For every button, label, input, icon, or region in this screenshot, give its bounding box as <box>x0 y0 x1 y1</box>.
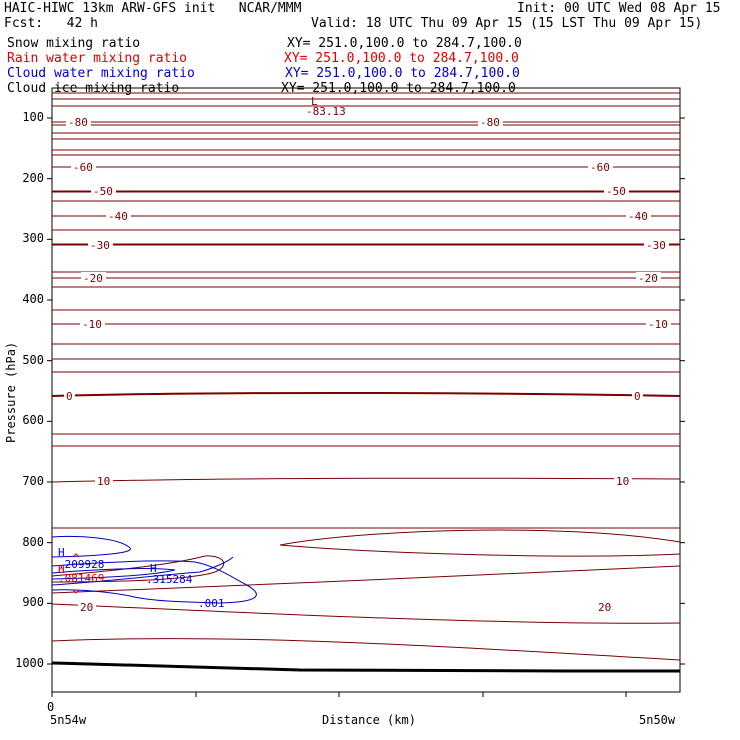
label-mask <box>78 601 96 612</box>
low-marker: L <box>311 95 318 108</box>
isotherm-label-left: -80 <box>68 116 88 129</box>
isotherm-label-right: -20 <box>638 272 658 285</box>
y-tick-label: 800 <box>22 534 44 549</box>
label-mask <box>604 185 629 196</box>
label-mask <box>632 390 643 401</box>
label-mask <box>64 390 75 401</box>
isotherm-labeled <box>51 603 681 624</box>
field-rain-xy: XY= 251.0,100.0 to 284.7,100.0 <box>284 51 519 66</box>
surface-pressure-line <box>51 661 681 673</box>
isotherm-label-left: -40 <box>108 210 128 223</box>
isotherm-label-left: 20 <box>80 601 93 614</box>
isotherm-label-right: -60 <box>590 161 610 174</box>
model-title: HAIC-HIWC 13km ARW-GFS init NCAR/MMM <box>4 1 302 16</box>
label-mask <box>95 475 113 486</box>
label-mask <box>91 185 116 196</box>
label-mask <box>81 272 106 283</box>
forecast-hour: Fcst: 42 h <box>4 16 98 31</box>
label-mask <box>80 318 105 329</box>
isotherm-label-left: -30 <box>90 239 110 252</box>
isotherm-line <box>51 638 681 661</box>
isotherm-label-left: -10 <box>82 318 102 331</box>
cloud-water-contour <box>51 568 176 580</box>
isotherm-label-right: -50 <box>606 185 626 198</box>
cloud-water-contour <box>51 556 234 586</box>
field-rain-name: Rain water mixing ratio <box>7 51 188 66</box>
label-mask <box>596 601 614 612</box>
cloud-water-high-marker-2: H <box>150 562 157 575</box>
y-tick-label: 1000 <box>15 656 44 670</box>
isotherm-label-right: -30 <box>646 239 666 252</box>
field-snow-xy: XY= 251.0,100.0 to 284.7,100.0 <box>287 36 522 51</box>
isotherm-label-right: 0 <box>634 390 641 403</box>
isotherm-label-left: -20 <box>83 272 103 285</box>
y-tick-label: 400 <box>22 292 44 306</box>
field-snow-name: Snow mixing ratio <box>7 36 141 51</box>
isotherm-labeled <box>51 392 681 397</box>
cloud-water-contour <box>51 560 257 604</box>
isotherm-label-left: -50 <box>93 185 113 198</box>
y-tick-label: 200 <box>22 170 44 185</box>
field-cloudwater-name: Cloud water mixing ratio <box>7 66 195 81</box>
isotherm-label-left: -60 <box>73 161 93 174</box>
x-right-location-label: 5n50w <box>639 713 676 727</box>
init-time: Init: 00 UTC Wed 08 Apr 15 <box>517 1 721 16</box>
isotherm-label-right: 20 <box>598 601 611 614</box>
y-tick-label: 300 <box>22 231 44 246</box>
x-axis-label: Distance (km) <box>322 713 416 727</box>
isotherm-line <box>51 565 681 594</box>
isotherm-labeled <box>51 477 681 483</box>
cloud-water-high-value: .209928 <box>58 558 104 571</box>
label-mask <box>66 116 91 127</box>
label-mask <box>636 272 661 283</box>
label-mask <box>646 318 671 329</box>
plot-frame <box>51 87 681 693</box>
y-tick-label: 500 <box>22 352 44 367</box>
field-cloudwater-xy: XY= 251.0,100.0 to 284.7,100.0 <box>285 66 520 81</box>
y-tick-label: 600 <box>22 413 44 428</box>
cloud-water-high-marker: H <box>58 546 65 559</box>
label-mask <box>626 210 651 221</box>
rain-high-value: .081469 <box>58 572 104 585</box>
label-mask <box>478 116 503 127</box>
x-left-location-label: 5n54w <box>50 713 87 727</box>
isotherm-label-left: 10 <box>97 475 110 488</box>
isotherm-label-right: -10 <box>648 318 668 331</box>
isotherm-line <box>279 529 681 546</box>
isotherm-line <box>279 544 681 557</box>
cloud-water-contour <box>51 535 131 558</box>
x-start-tick-label: 0 <box>47 700 55 714</box>
low-value-label: -83.13 <box>306 105 346 118</box>
label-mask <box>71 161 96 172</box>
isotherm-label-left: 0 <box>66 390 73 403</box>
label-mask <box>88 239 113 250</box>
label-mask <box>644 239 669 250</box>
cloud-water-high-value-2: .315284 <box>146 573 193 586</box>
cloud-water-min-contour-label: .001 <box>198 597 225 610</box>
label-mask <box>106 210 131 221</box>
rain-marker-caret <box>72 553 80 558</box>
y-tick-label: 100 <box>22 110 44 124</box>
isotherm-label-right: -80 <box>480 116 500 129</box>
rain-high-marker: H <box>58 563 65 576</box>
isotherm-label-right: 10 <box>616 475 629 488</box>
y-tick-label: 700 <box>22 474 44 488</box>
label-mask <box>614 475 632 486</box>
isotherm-line <box>51 555 225 583</box>
isotherm-label-right: -40 <box>628 210 648 223</box>
y-tick-label: 900 <box>22 595 44 610</box>
label-mask <box>588 161 613 172</box>
rain-marker-caret <box>72 589 80 594</box>
valid-time: Valid: 18 UTC Thu 09 Apr 15 (15 LST Thu … <box>311 16 703 31</box>
